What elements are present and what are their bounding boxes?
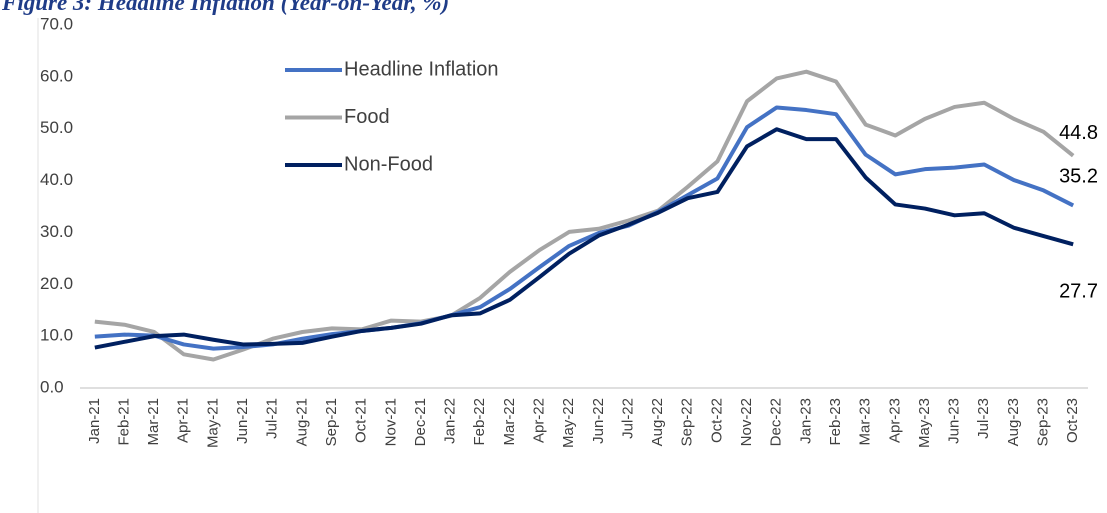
y-tick-label: 30.0 — [40, 222, 73, 241]
x-tick-label: Aug-22 — [649, 398, 666, 446]
series-line — [94, 105, 1075, 351]
y-tick-label: 50.0 — [40, 118, 73, 137]
x-tick-label: Oct-22 — [708, 398, 725, 443]
value-label: 27.7 — [1059, 281, 1098, 303]
x-tick-label: Jan-23 — [797, 398, 814, 444]
x-tick-label: Jul-21 — [264, 398, 281, 439]
legend-label: Headline Inflation — [344, 58, 499, 80]
x-tick-label: Feb-22 — [471, 398, 488, 446]
x-tick-label: Mar-22 — [501, 398, 518, 446]
legend-label: Food — [344, 106, 390, 128]
y-tick-label: 20.0 — [40, 274, 73, 293]
x-tick-label: Nov-22 — [738, 398, 755, 446]
x-tick-label: Apr-22 — [530, 398, 547, 443]
value-label: 44.8 — [1059, 122, 1098, 144]
x-tick-label: Nov-21 — [382, 398, 399, 446]
x-tick-label: May-22 — [560, 398, 577, 448]
x-tick-label: Jan-21 — [86, 398, 103, 444]
x-tick-label: Jul-23 — [975, 398, 992, 439]
x-tick-label: Feb-21 — [115, 398, 132, 446]
x-tick-label: Jul-22 — [619, 398, 636, 439]
x-tick-label: Sep-21 — [323, 398, 340, 446]
x-tick-label: Mar-23 — [857, 398, 874, 446]
x-tick-label: May-21 — [204, 398, 221, 448]
x-tick-label: Apr-23 — [886, 398, 903, 443]
y-tick-label: 10.0 — [40, 326, 73, 345]
y-tick-label: 70.0 — [40, 14, 73, 33]
y-tick-label: 40.0 — [40, 170, 73, 189]
x-tick-label: Jun-23 — [946, 398, 963, 444]
value-label: 35.2 — [1059, 166, 1098, 188]
x-tick-label: Sep-22 — [679, 398, 696, 446]
legend-label: Non-Food — [344, 153, 433, 175]
x-tick-label: Feb-23 — [827, 398, 844, 446]
x-tick-label: May-23 — [916, 398, 933, 448]
x-tick-label: Jun-21 — [234, 398, 251, 444]
x-tick-label: Oct-21 — [353, 398, 370, 443]
x-tick-label: Jan-22 — [442, 398, 459, 444]
x-tick-label: Dec-22 — [768, 398, 785, 446]
x-tick-label: Aug-23 — [1005, 398, 1022, 446]
x-tick-label: Mar-21 — [145, 398, 162, 446]
x-tick-label: Jun-22 — [590, 398, 607, 444]
y-tick-label: 60.0 — [40, 66, 73, 85]
x-tick-label: Oct-23 — [1064, 398, 1081, 443]
y-tick-label: 0.0 — [40, 377, 64, 396]
x-tick-label: Sep-23 — [1034, 398, 1051, 446]
x-tick-label: Apr-21 — [175, 398, 192, 443]
series-line — [94, 69, 1075, 362]
x-tick-label: Aug-21 — [293, 398, 310, 446]
chart-title: Figure 3: Headline Inflation (Year-on-Ye… — [1, 0, 449, 15]
series-line — [94, 127, 1074, 350]
x-tick-label: Dec-21 — [412, 398, 429, 446]
